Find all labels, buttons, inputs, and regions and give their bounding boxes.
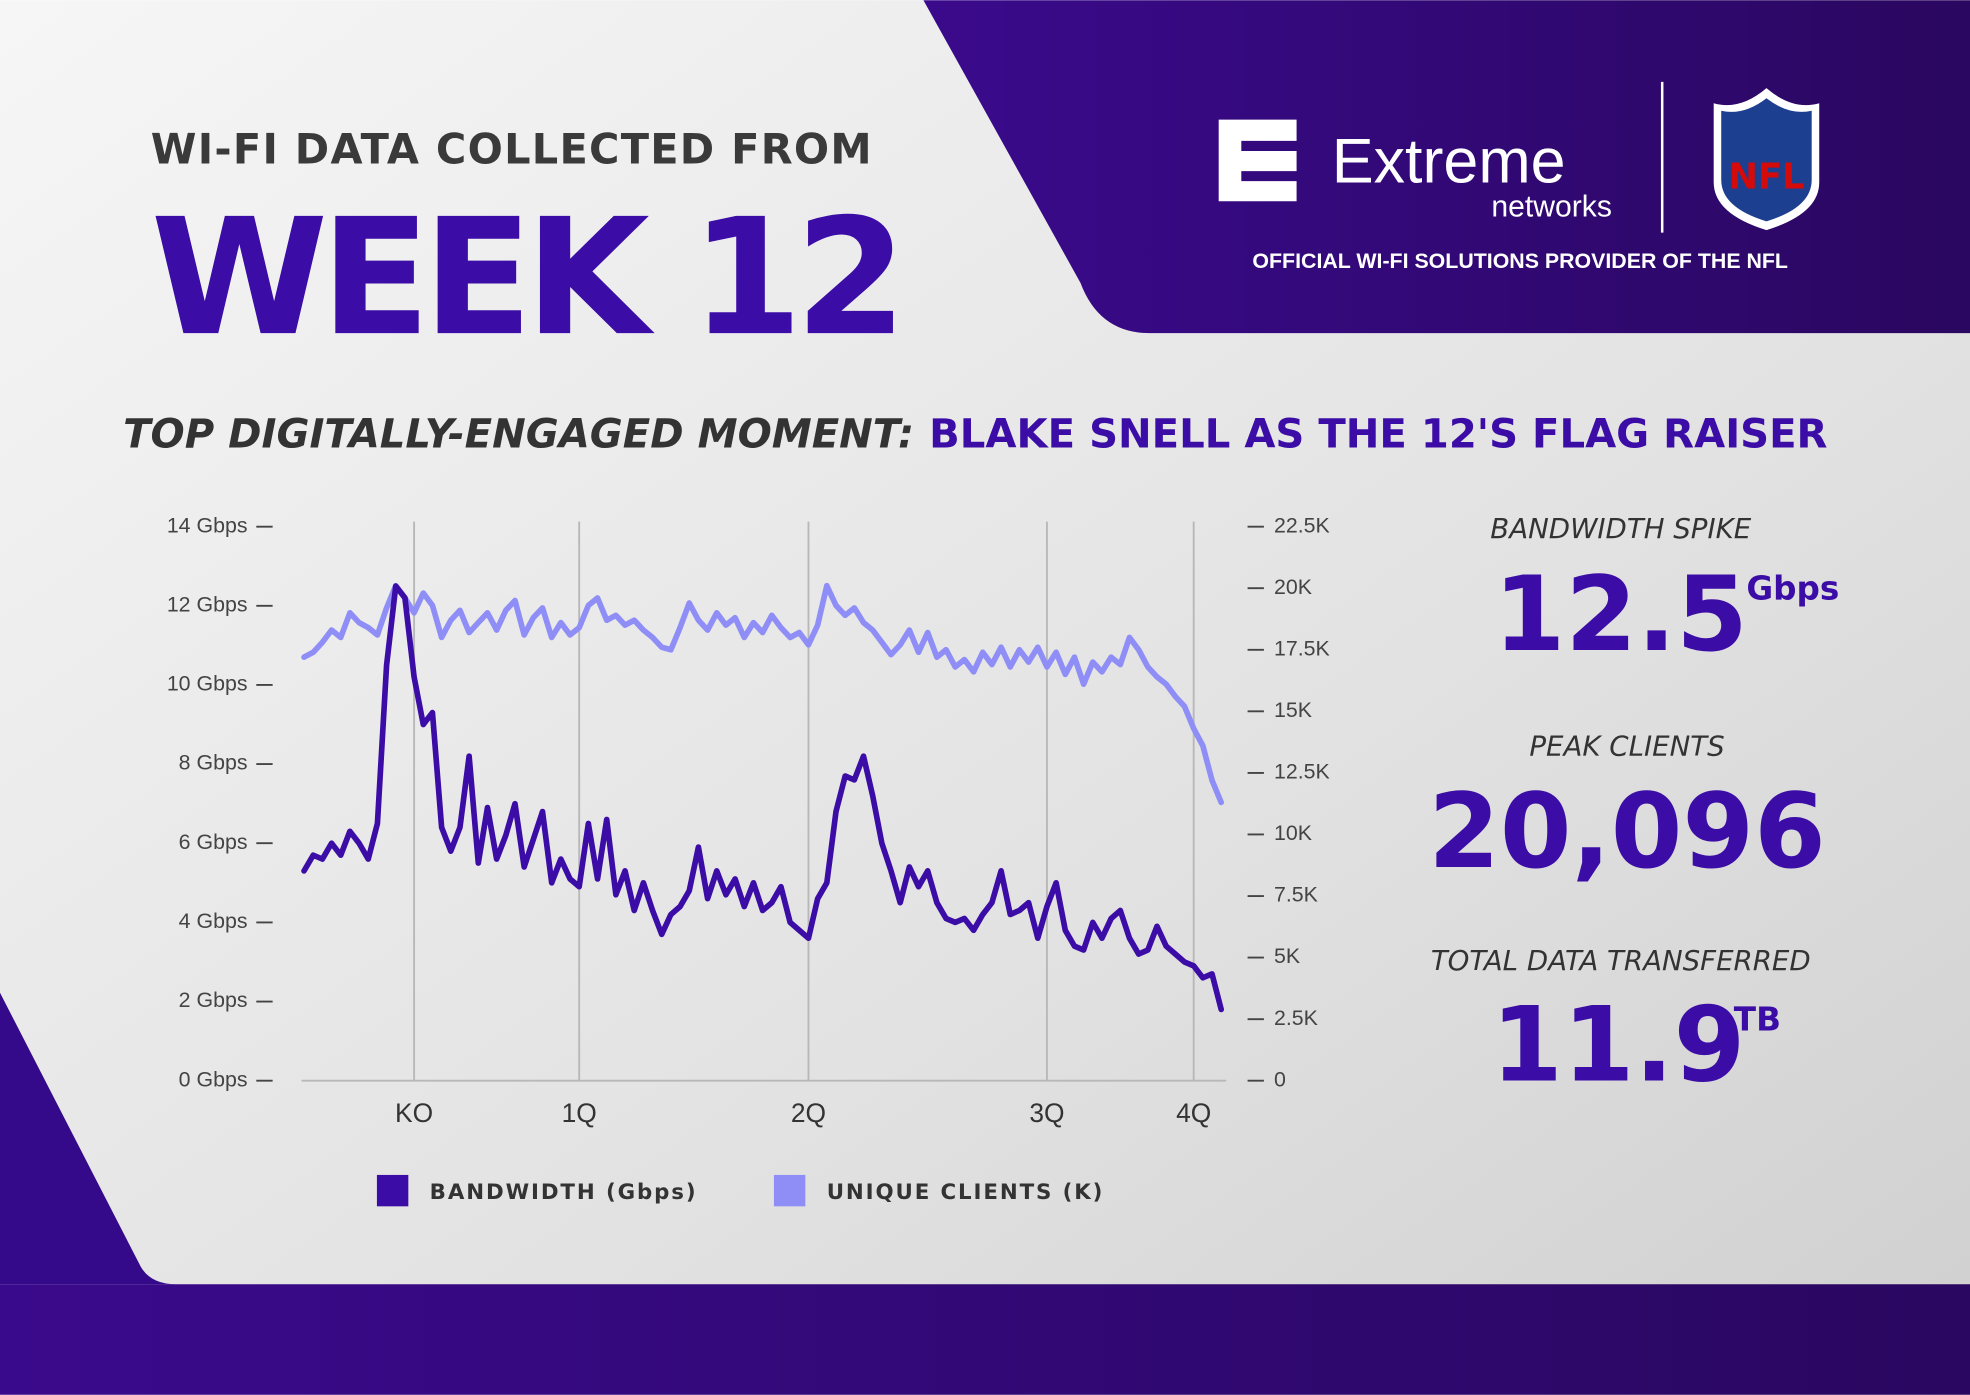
y-tick-label: 8 Gbps xyxy=(179,751,248,775)
week-title: WEEK 12 xyxy=(151,184,900,371)
legend-swatch xyxy=(376,1174,409,1207)
chart: KO 1Q 2Q 3Q 4Q 0 Gbps 2 Gbps 4 Gbps 6 Gbps 8 Gbps… xyxy=(167,513,1330,1207)
y2-tick-label: 22.5K xyxy=(1274,513,1330,537)
bottom-band xyxy=(0,1284,1970,1395)
y-tick-label: 14 Gbps xyxy=(167,513,248,537)
x-tick-label: 1Q xyxy=(562,1098,597,1128)
moment-label: TOP DIGITALLY-ENGAGED MOMENT: xyxy=(123,411,914,457)
brand-icon xyxy=(1218,119,1297,202)
series-line xyxy=(301,582,1225,806)
nfl-shield-inner xyxy=(1721,98,1812,222)
left-corner xyxy=(0,992,176,1285)
stat-label: PEAK CLIENTS xyxy=(1529,729,1724,762)
stat-label: TOTAL DATA TRANSFERRED xyxy=(1431,944,1811,977)
y-tick-label: 12 Gbps xyxy=(167,592,248,616)
stat-unit: TB xyxy=(1734,1000,1781,1038)
brand-panel xyxy=(923,0,1970,334)
y-tick-label: 0 Gbps xyxy=(179,1067,248,1091)
y-tick-label: 6 Gbps xyxy=(179,830,248,854)
y2-tick-label: 17.5K xyxy=(1274,636,1330,660)
nfl-text: NFL xyxy=(1729,157,1805,198)
moment-text: BLAKE SNELL AS THE 12'S FLAG RAISER xyxy=(929,411,1827,457)
moment: TOP DIGITALLY-ENGAGED MOMENT: BLAKE SNELL… xyxy=(123,411,1827,457)
stat-value: 20,096 xyxy=(1428,772,1826,892)
x-tick-label: 4Q xyxy=(1176,1098,1211,1128)
y2-tick-label: 0 xyxy=(1274,1067,1286,1091)
series-line xyxy=(301,583,1225,1013)
brand-sub: networks xyxy=(1491,190,1612,223)
legend-label: BANDWIDTH (Gbps) xyxy=(430,1180,698,1205)
tagline: OFFICIAL WI-FI SOLUTIONS PROVIDER OF THE… xyxy=(1252,249,1788,273)
legend-swatch xyxy=(773,1174,806,1207)
x-tick-label: 3Q xyxy=(1029,1098,1064,1128)
y2-tick-label: 10K xyxy=(1274,821,1312,845)
stat-unit: Gbps xyxy=(1746,570,1839,608)
kicker: WI-FI DATA COLLECTED FROM xyxy=(151,126,873,174)
brand-name: Extreme xyxy=(1332,126,1566,196)
y-tick-label: 10 Gbps xyxy=(167,672,248,696)
y2-tick-label: 12.5K xyxy=(1274,760,1330,784)
stat-value: 12.5 xyxy=(1494,555,1748,675)
y-tick-label: 4 Gbps xyxy=(179,909,248,933)
y2-tick-label: 5K xyxy=(1274,944,1300,968)
legend-label: UNIQUE CLIENTS (K) xyxy=(827,1180,1105,1205)
y2-tick-label: 20K xyxy=(1274,575,1312,599)
stat-value: 11.9 xyxy=(1491,986,1745,1106)
stat-label: BANDWIDTH SPIKE xyxy=(1490,512,1751,545)
y-tick-label: 2 Gbps xyxy=(179,988,248,1012)
y2-tick-label: 2.5K xyxy=(1274,1006,1318,1030)
y2-tick-label: 15K xyxy=(1274,698,1312,722)
x-tick-label: KO xyxy=(395,1098,433,1128)
x-tick-label: 2Q xyxy=(791,1098,826,1128)
y2-tick-label: 7.5K xyxy=(1274,883,1318,907)
